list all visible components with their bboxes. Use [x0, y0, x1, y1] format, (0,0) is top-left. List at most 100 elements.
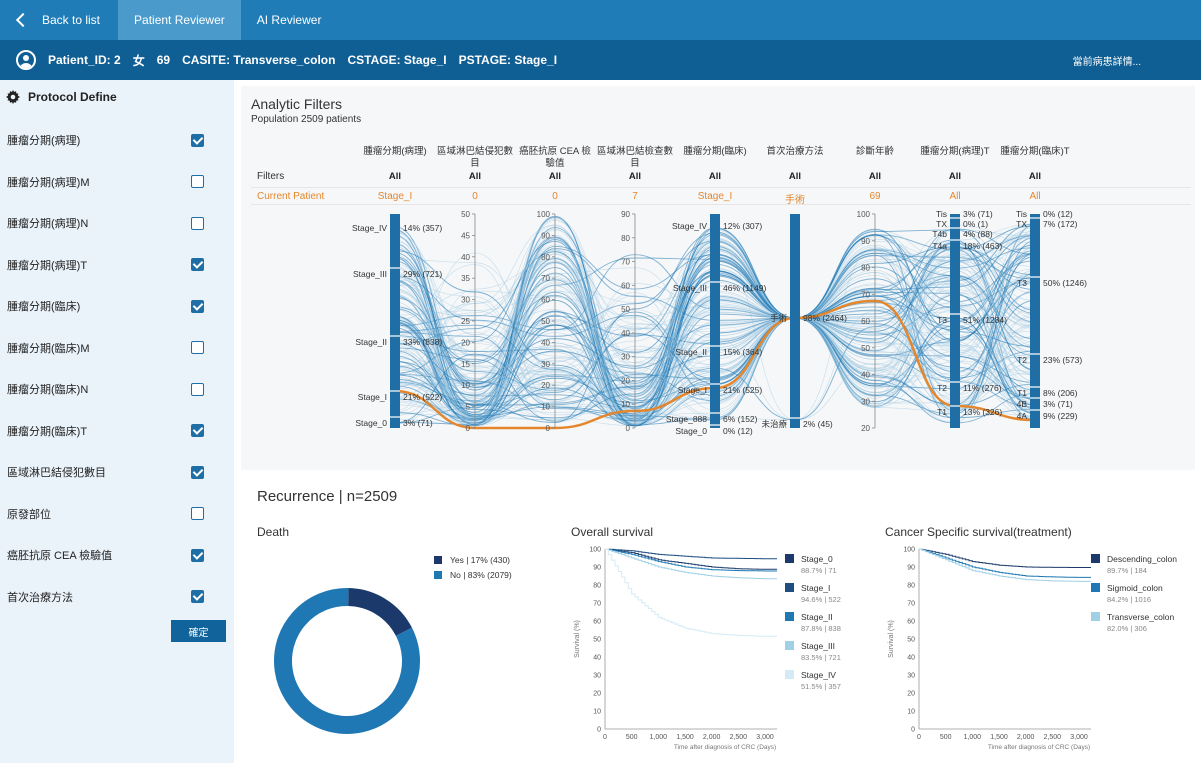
pc-tick-label: 70 — [861, 290, 870, 299]
pc-tick-label: 30 — [541, 360, 550, 369]
pc-axis-bar[interactable] — [710, 214, 720, 428]
y-tick-label: 30 — [907, 673, 915, 680]
protocol-header: Protocol Define — [0, 80, 234, 114]
filter-column-header: 癌胚抗原 CEA 檢驗值 — [519, 146, 591, 169]
filter-column-header: 區域淋巴結侵犯數目 — [436, 146, 513, 169]
legend-swatch — [785, 554, 794, 563]
pc-axis-bar[interactable] — [790, 214, 800, 428]
current-patient-value: 69 — [869, 191, 881, 202]
survival-curve[interactable] — [919, 548, 1091, 582]
pc-line — [394, 234, 1036, 356]
pc-category-pct: 15% (364) — [723, 347, 762, 357]
protocol-item-label: 首次治療方法 — [7, 591, 73, 604]
pc-category-label: Stage_888 — [666, 414, 707, 424]
pc-category-pct: 46% (1149) — [723, 283, 766, 293]
protocol-item-checkbox[interactable] — [191, 548, 204, 562]
protocol-item-checkbox[interactable] — [191, 382, 204, 396]
y-tick-label: 90 — [593, 565, 601, 572]
x-tick-label: 500 — [626, 734, 638, 741]
protocol-item: 腫瘤分期(病理)T — [0, 255, 234, 275]
protocol-item-checkbox[interactable] — [191, 507, 204, 520]
current-patient-value: 0 — [472, 191, 478, 202]
donut-slice[interactable] — [347, 588, 412, 637]
protocol-item-label: 原發部位 — [7, 508, 51, 521]
pc-category-label: Stage_III — [673, 283, 707, 293]
pc-tick-label: 40 — [461, 253, 470, 262]
analytic-filters-title: Analytic Filters — [251, 96, 343, 112]
pc-line — [394, 217, 1036, 404]
filter-column-value[interactable]: All — [548, 171, 562, 182]
divider — [251, 187, 1191, 188]
pc-category-label: 手術 — [770, 313, 788, 323]
x-tick-label: 3,000 — [756, 734, 774, 741]
filter-column-value[interactable]: All — [708, 171, 722, 182]
pc-tick-label: 60 — [861, 317, 870, 326]
filter-column-value[interactable]: All — [868, 171, 882, 182]
pc-line — [394, 244, 1036, 384]
parallel-coordinates-chart[interactable]: Stage_IV 14% (357) Stage_III 29% (721) Stage… — [241, 206, 1195, 436]
protocol-item: 腫瘤分期(臨床)N — [0, 379, 234, 399]
filter-column-value[interactable]: All — [948, 171, 962, 182]
pc-tick-label: 10 — [621, 400, 630, 409]
protocol-item-checkbox[interactable] — [191, 590, 204, 603]
protocol-item-checkbox[interactable] — [191, 299, 204, 313]
legend-label: Stage_IV — [801, 670, 836, 680]
survival-curve[interactable] — [605, 548, 777, 560]
pc-line — [394, 229, 1036, 418]
filter-column-value[interactable]: All — [388, 171, 402, 182]
y-tick-label: 20 — [907, 691, 915, 698]
x-tick-label: 1,500 — [676, 734, 694, 741]
patient-id: Patient_ID: 2 — [48, 53, 121, 67]
tab-patient-reviewer[interactable]: Patient Reviewer — [118, 0, 241, 40]
pc-line — [394, 260, 1036, 427]
survival-curve[interactable] — [919, 548, 1091, 578]
y-tick-label: 80 — [907, 583, 915, 590]
filter-column-value[interactable]: All — [1028, 171, 1042, 182]
protocol-item-checkbox[interactable] — [191, 424, 204, 437]
protocol-item-checkbox[interactable] — [191, 465, 204, 479]
filter-column-value[interactable]: All — [628, 171, 642, 182]
pc-axis-bar[interactable] — [390, 214, 400, 428]
filter-column-value[interactable]: All — [468, 171, 482, 182]
pc-axis-bar[interactable] — [1030, 214, 1040, 428]
pc-line — [394, 261, 1036, 421]
survival-curve[interactable] — [605, 548, 777, 572]
pc-tick-label: 40 — [541, 338, 550, 347]
back-to-list-button[interactable]: Back to list — [0, 0, 118, 40]
filter-column-header: 首次治療方法 — [766, 146, 824, 157]
pc-line — [394, 239, 1036, 425]
y-tick-label: 50 — [907, 637, 915, 644]
x-tick-label: 0 — [603, 734, 607, 741]
pc-tick-label: 80 — [861, 264, 870, 273]
pc-category-label: T2 — [1017, 355, 1027, 365]
protocol-item: 腫瘤分期(臨床)M — [0, 338, 234, 358]
survival-curve[interactable] — [605, 548, 777, 580]
pc-category-pct: 2% (45) — [803, 419, 833, 429]
pc-tick-label: 90 — [541, 231, 550, 240]
survival-curve[interactable] — [605, 548, 777, 637]
donut-slice[interactable] — [274, 588, 420, 734]
patient-detail-link[interactable]: 當前病患詳情... — [1072, 56, 1141, 68]
pc-axis-bar[interactable] — [950, 214, 960, 428]
legend-swatch — [1091, 612, 1100, 621]
protocol-item-checkbox[interactable] — [191, 216, 204, 230]
filter-column-value[interactable]: All — [788, 171, 802, 182]
divider — [251, 204, 1191, 205]
pc-line — [394, 240, 1036, 424]
survival-curve[interactable] — [605, 548, 777, 570]
pc-tick-label: 25 — [461, 317, 470, 326]
protocol-item-label: 腫瘤分期(臨床)N — [7, 384, 89, 396]
confirm-button[interactable]: 確定 — [171, 620, 226, 642]
pc-category-label: 4B — [1017, 399, 1028, 409]
survival-curve[interactable] — [919, 548, 1091, 568]
tab-ai-reviewer[interactable]: AI Reviewer — [241, 0, 338, 40]
protocol-item-checkbox[interactable] — [191, 258, 204, 271]
protocol-item-label: 區域淋巴結侵犯數目 — [7, 467, 106, 479]
pc-tick-label: 0 — [626, 424, 631, 433]
protocol-item-checkbox[interactable] — [191, 133, 204, 147]
pc-tick-label: 50 — [461, 210, 470, 219]
protocol-item-checkbox[interactable] — [191, 175, 204, 188]
protocol-item-checkbox[interactable] — [191, 341, 204, 354]
pc-tick-label: 20 — [861, 424, 870, 433]
legend-label: Stage_II — [801, 612, 833, 622]
